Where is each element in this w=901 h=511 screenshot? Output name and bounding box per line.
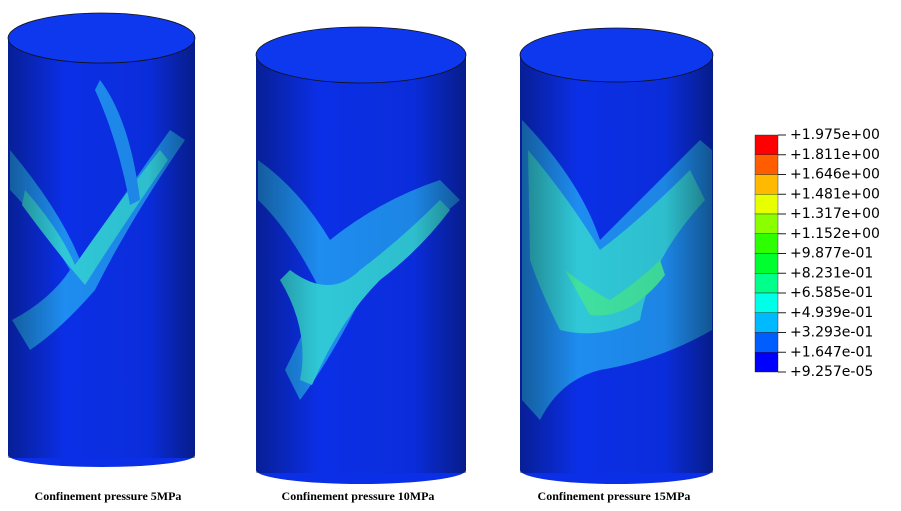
caption: Confinement pressure 15MPa — [538, 489, 691, 503]
legend: +1.975e+00 +1.811e+00 +1.646e+00 +1.481e+00… — [755, 127, 880, 380]
legend-label: +3.293e-01 — [790, 325, 873, 341]
legend-swatch — [755, 254, 778, 274]
legend-swatch — [755, 273, 778, 293]
legend-label: +1.646e+00 — [790, 167, 880, 183]
caption: Confinement pressure 5MPa — [35, 489, 182, 503]
shading — [256, 55, 466, 473]
legend-swatch — [755, 155, 778, 175]
legend-label: +1.975e+00 — [790, 127, 880, 143]
legend-label: +1.152e+00 — [790, 226, 880, 242]
cylinder-15mpa — [520, 28, 713, 484]
legend-swatch — [755, 333, 778, 353]
legend-label: +1.317e+00 — [790, 206, 880, 222]
legend-label: +9.257e-05 — [790, 364, 873, 380]
legend-swatch — [755, 135, 778, 155]
legend-label: +1.647e-01 — [790, 344, 873, 360]
legend-swatch — [755, 313, 778, 333]
caption: Confinement pressure 10MPa — [282, 489, 435, 503]
cylinder-10mpa — [256, 27, 466, 484]
legend-label: +9.877e-01 — [790, 246, 873, 262]
legend-swatch — [755, 194, 778, 214]
legend-label: +8.231e-01 — [790, 265, 873, 281]
cylinder-top — [520, 28, 713, 82]
shading — [8, 38, 195, 458]
legend-swatch — [755, 293, 778, 313]
legend-swatch — [755, 214, 778, 234]
legend-label: +6.585e-01 — [790, 285, 873, 301]
cylinder-top — [256, 27, 466, 83]
legend-label: +1.811e+00 — [790, 147, 880, 163]
legend-swatch — [755, 175, 778, 195]
legend-swatch — [755, 234, 778, 254]
cylinder-top — [8, 13, 195, 63]
figure: Confinement pressure 5MPa Confinement pr… — [0, 0, 901, 511]
shading — [520, 55, 713, 473]
cylinder-5mpa — [8, 13, 195, 467]
legend-swatch — [755, 352, 778, 372]
legend-label: +4.939e-01 — [790, 305, 873, 321]
legend-label: +1.481e+00 — [790, 186, 880, 202]
